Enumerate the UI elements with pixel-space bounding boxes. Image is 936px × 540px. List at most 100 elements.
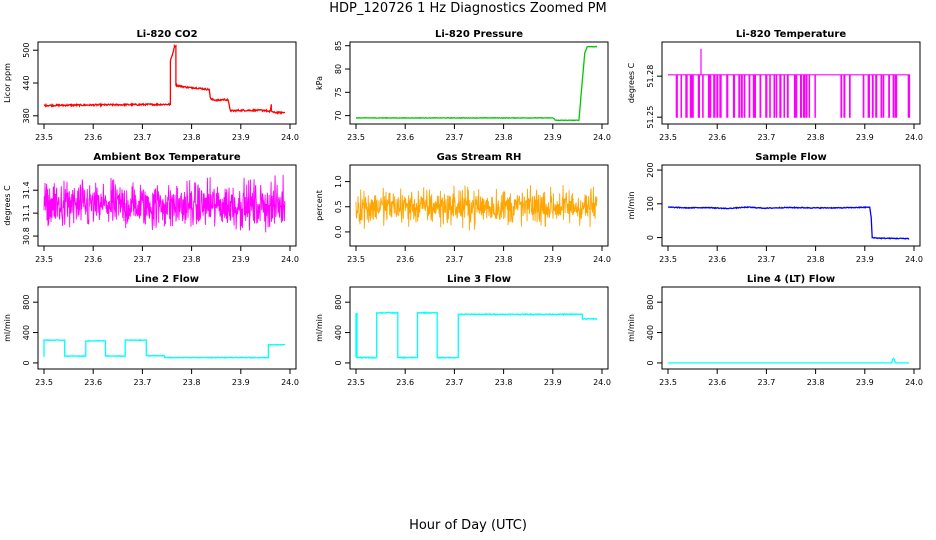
x-tick-label: 23.5 bbox=[347, 255, 365, 264]
x-tick-label: 23.6 bbox=[708, 133, 726, 142]
x-tick-label: 23.8 bbox=[807, 378, 825, 387]
x-tick-label: 23.5 bbox=[659, 255, 677, 264]
x-tick-label: 23.9 bbox=[856, 133, 874, 142]
plot-frame bbox=[37, 286, 297, 370]
data-series-line bbox=[43, 338, 286, 359]
x-tick-label: 23.8 bbox=[183, 133, 201, 142]
x-tick-label: 24.0 bbox=[593, 255, 611, 264]
x-tick-label: 23.9 bbox=[544, 133, 562, 142]
x-tick-label: 23.8 bbox=[807, 255, 825, 264]
panel-title: Gas Stream RH bbox=[437, 152, 522, 163]
x-tick-label: 23.6 bbox=[396, 133, 414, 142]
y-tick-label: 800 bbox=[334, 295, 343, 310]
x-tick-label: 24.0 bbox=[905, 255, 923, 264]
x-tick-label: 23.5 bbox=[659, 378, 677, 387]
x-tick-label: 23.9 bbox=[232, 133, 250, 142]
plot-frame bbox=[349, 286, 609, 370]
x-tick-label: 24.0 bbox=[281, 378, 299, 387]
y-axis-label: kPa bbox=[315, 76, 324, 90]
x-tick-label: 23.7 bbox=[133, 133, 151, 142]
data-series-line bbox=[355, 184, 598, 231]
y-tick-label: 800 bbox=[22, 295, 31, 310]
y-tick-label: 30.8 bbox=[22, 227, 31, 245]
x-tick-label: 23.5 bbox=[659, 133, 677, 142]
x-tick-label: 23.8 bbox=[807, 133, 825, 142]
x-tick-label: 24.0 bbox=[905, 378, 923, 387]
y-axis-label: ml/min bbox=[627, 314, 636, 342]
x-tick-label: 23.6 bbox=[84, 133, 102, 142]
data-series-line bbox=[667, 205, 910, 240]
y-tick-label: 200 bbox=[646, 162, 655, 177]
x-tick-label: 23.5 bbox=[347, 378, 365, 387]
data-series-line bbox=[43, 43, 286, 115]
plot-frame bbox=[349, 164, 609, 247]
plot-frame bbox=[661, 164, 921, 247]
panel-title: Line 3 Flow bbox=[447, 274, 511, 285]
x-tick-label: 23.9 bbox=[544, 255, 562, 264]
figure-title: HDP_120726 1 Hz Diagnostics Zoomed PM bbox=[329, 1, 607, 16]
x-tick-label: 23.6 bbox=[84, 255, 102, 264]
plot-frame bbox=[349, 41, 609, 125]
y-tick-label: 75 bbox=[334, 87, 343, 97]
panel-title: Li-820 Pressure bbox=[435, 29, 523, 40]
chart-panel: Li-820 Pressure kPa 23.5 23.6 23.7 23.8 23.9 24… bbox=[315, 29, 611, 142]
x-tick-label: 23.5 bbox=[347, 133, 365, 142]
y-tick-label: 400 bbox=[22, 325, 31, 340]
y-tick-label: 400 bbox=[646, 325, 655, 340]
chart-panel: Li-820 Temperature degrees C 23.5 23.6 23.7 2… bbox=[627, 29, 923, 142]
x-tick-label: 24.0 bbox=[905, 133, 923, 142]
chart-panel: Ambient Box Temperature degrees C 23.5 23.6… bbox=[3, 152, 299, 264]
y-axis-label: percent bbox=[315, 190, 324, 221]
y-tick-label: 0 bbox=[22, 360, 31, 365]
y-tick-label: 1.0 bbox=[334, 175, 343, 188]
y-axis-label: ml/min bbox=[3, 314, 12, 342]
y-tick-label: 0.5 bbox=[334, 200, 343, 213]
y-tick-label: 51.25 bbox=[646, 106, 655, 129]
x-tick-label: 23.7 bbox=[445, 378, 463, 387]
data-series-line bbox=[43, 174, 286, 233]
x-tick-label: 24.0 bbox=[281, 255, 299, 264]
y-tick-label: 31.4 bbox=[22, 181, 31, 199]
x-tick-label: 23.7 bbox=[133, 378, 151, 387]
x-tick-label: 23.8 bbox=[495, 133, 513, 142]
plot-frame bbox=[661, 41, 921, 125]
y-tick-label: 440 bbox=[22, 75, 31, 90]
y-tick-label: 380 bbox=[22, 108, 31, 123]
y-tick-label: 0 bbox=[334, 360, 343, 365]
y-tick-label: 400 bbox=[334, 325, 343, 340]
figure-x-axis-title: Hour of Day (UTC) bbox=[409, 518, 527, 533]
y-tick-label: 0 bbox=[646, 360, 655, 365]
x-tick-label: 23.6 bbox=[396, 255, 414, 264]
x-tick-label: 23.8 bbox=[183, 378, 201, 387]
chart-panel: Gas Stream RH percent 23.5 23.6 23.7 23.8 23.9… bbox=[315, 152, 611, 264]
x-tick-label: 24.0 bbox=[593, 378, 611, 387]
x-tick-label: 23.9 bbox=[856, 255, 874, 264]
y-tick-label: 800 bbox=[646, 295, 655, 310]
chart-panel: Li-820 CO2 Licor ppm 23.5 23.6 23.7 23.8 23.9 2… bbox=[3, 29, 299, 142]
x-tick-label: 23.7 bbox=[757, 378, 775, 387]
chart-panel: Line 4 (LT) Flow ml/min 23.5 23.6 23.7 23.8 23… bbox=[627, 274, 923, 387]
panel-title: Li-820 CO2 bbox=[136, 29, 197, 40]
y-tick-label: 100 bbox=[646, 196, 655, 211]
data-series-line bbox=[668, 357, 910, 364]
x-tick-label: 23.6 bbox=[708, 378, 726, 387]
x-tick-label: 23.8 bbox=[495, 255, 513, 264]
plot-frame bbox=[37, 164, 297, 247]
y-tick-label: 80 bbox=[334, 64, 343, 74]
y-tick-label: 0.0 bbox=[334, 226, 343, 239]
y-tick-label: 51.28 bbox=[646, 65, 655, 88]
chart-panel: Line 2 Flow ml/min 23.5 23.6 23.7 23.8 23.9 24.… bbox=[3, 274, 299, 387]
data-series-line bbox=[355, 45, 598, 122]
x-tick-label: 23.5 bbox=[35, 255, 53, 264]
x-tick-label: 23.9 bbox=[232, 378, 250, 387]
data-series-line bbox=[668, 48, 911, 118]
plot-frame bbox=[661, 286, 921, 370]
x-tick-label: 23.5 bbox=[35, 378, 53, 387]
x-tick-label: 23.6 bbox=[84, 378, 102, 387]
y-tick-label: 70 bbox=[334, 111, 343, 121]
y-tick-label: 500 bbox=[22, 43, 31, 58]
x-tick-label: 23.5 bbox=[35, 133, 53, 142]
y-axis-label: ml/min bbox=[315, 314, 324, 342]
